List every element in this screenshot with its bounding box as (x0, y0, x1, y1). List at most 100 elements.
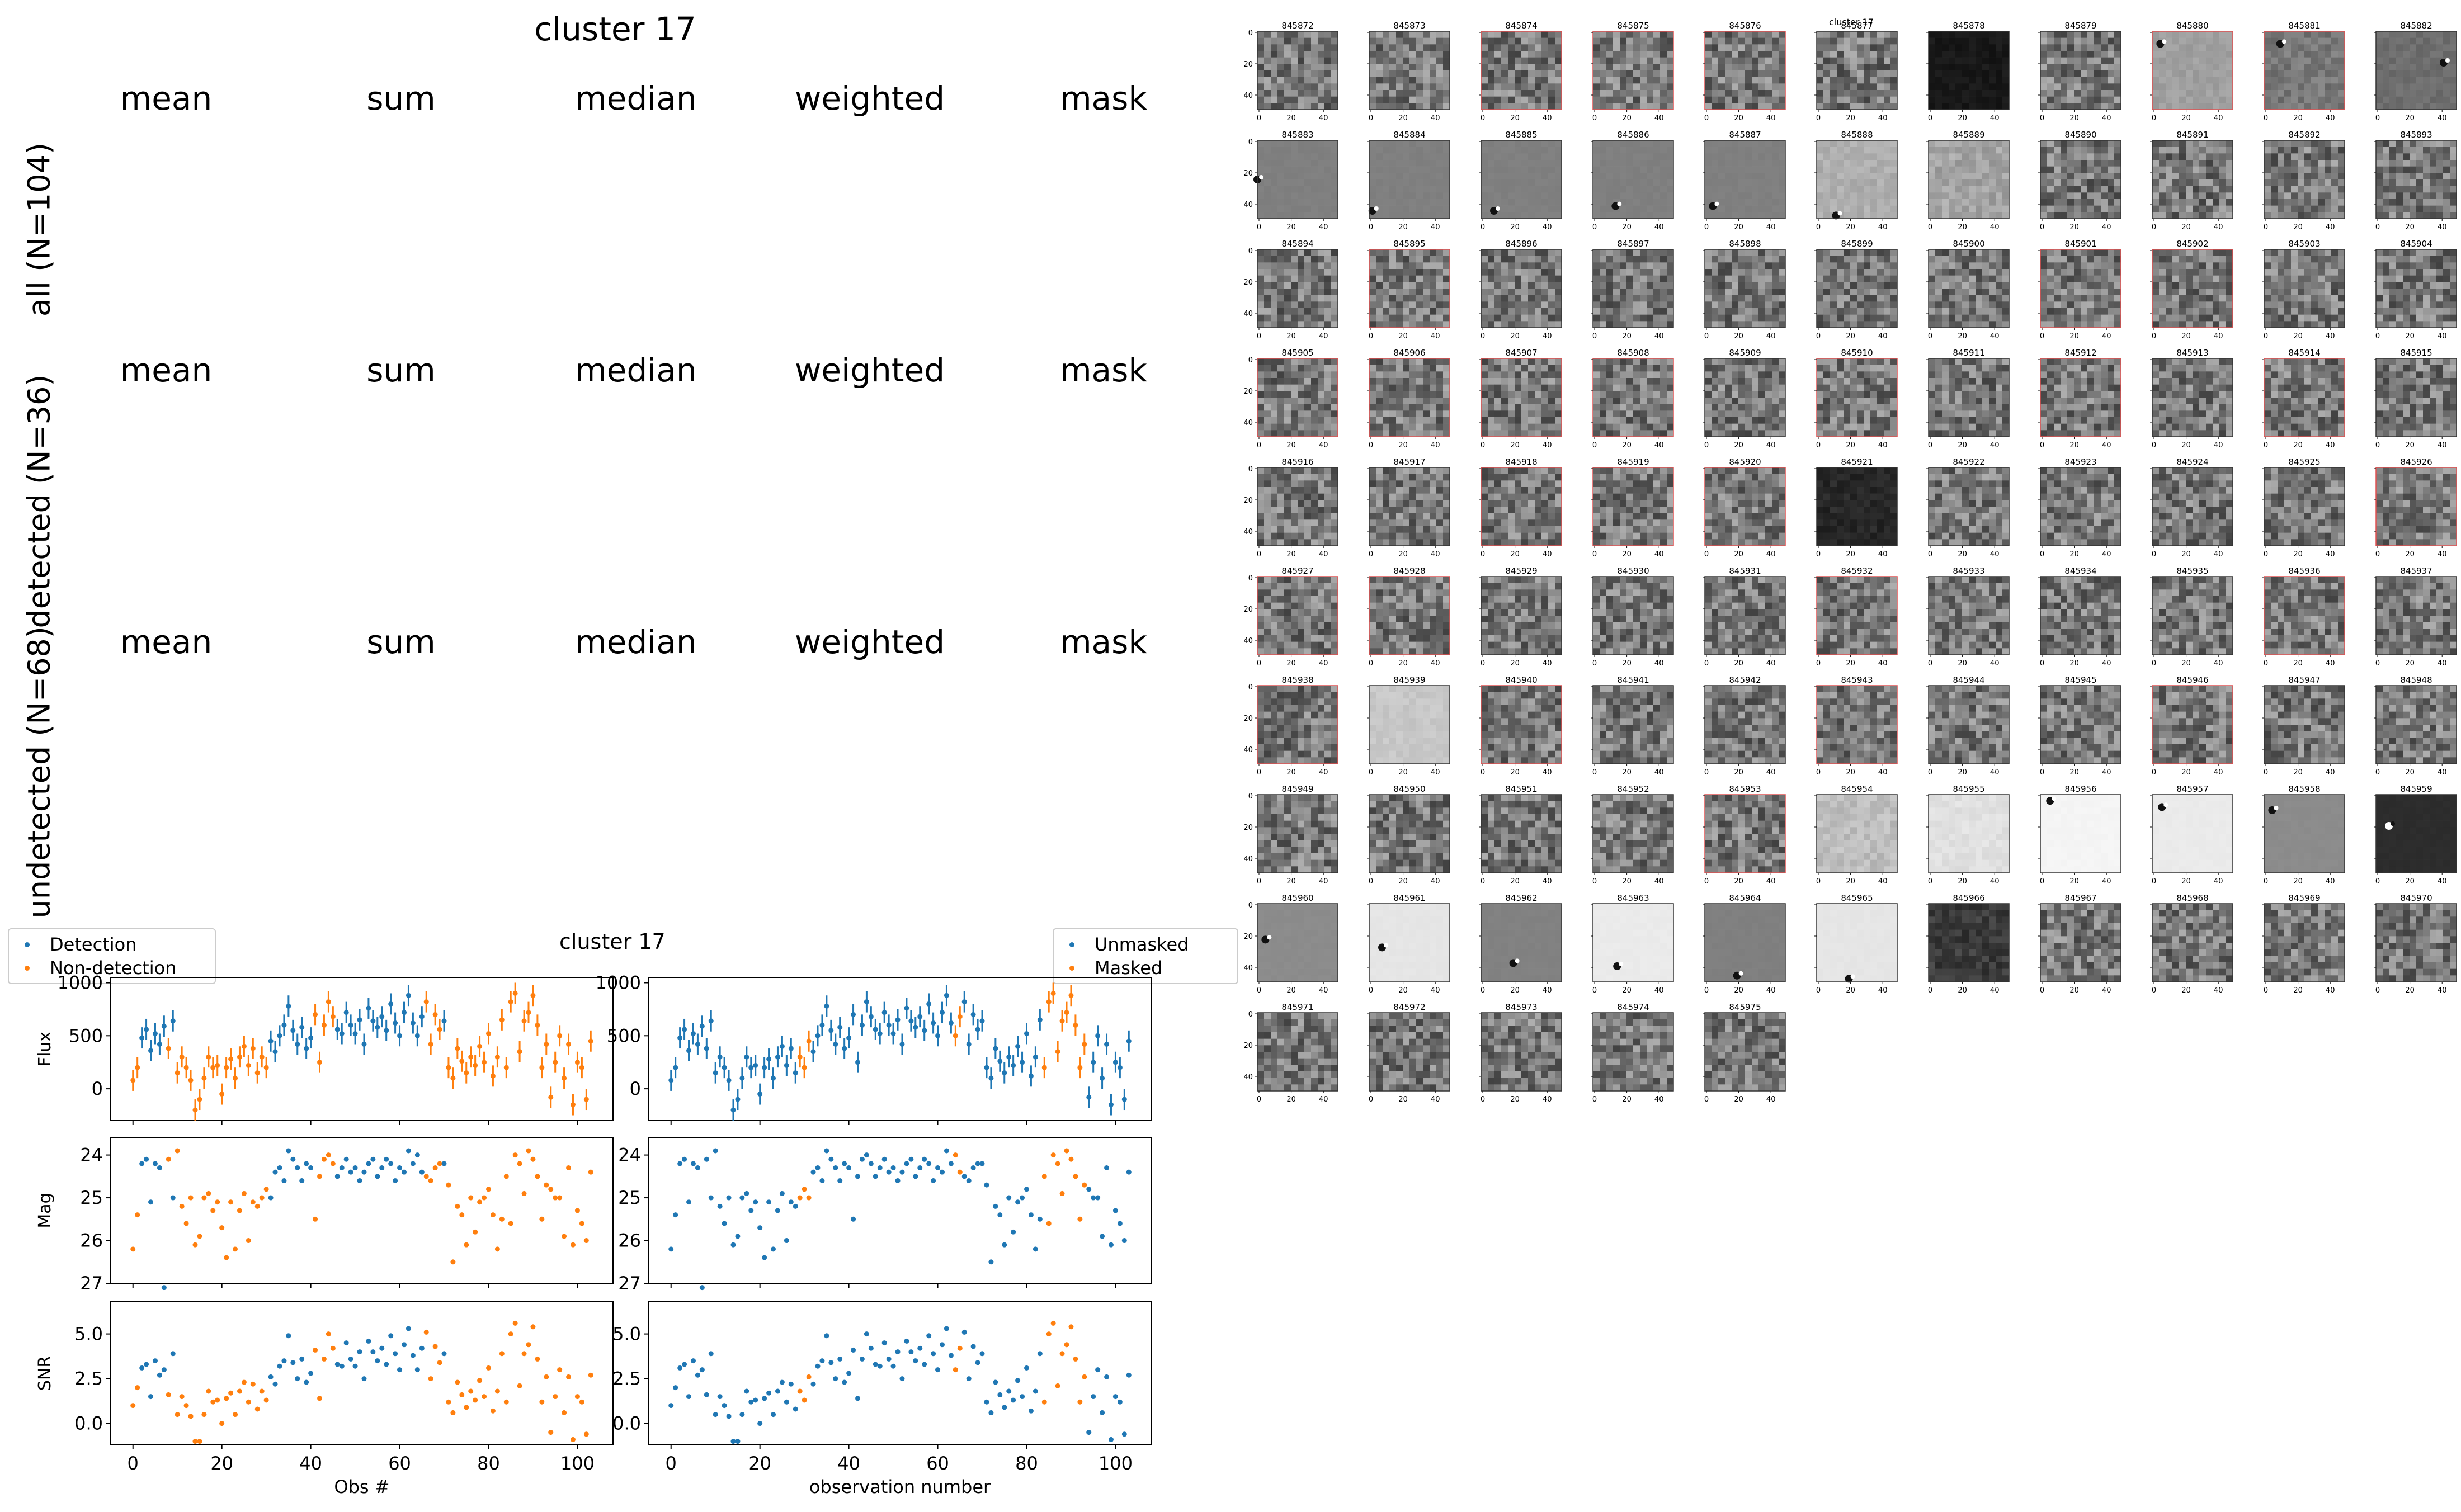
cutout-id-label: 845958 (2288, 784, 2320, 794)
cutout-id-label: 845877 (1841, 21, 1873, 31)
cutout-845918: 845918 0 20 40 (1479, 457, 1562, 559)
data-point (819, 1022, 825, 1028)
data-point (668, 1246, 674, 1252)
data-point (788, 1199, 794, 1205)
cutout-845916: 845916 0 20 40 0 20 40 (1243, 457, 1338, 559)
data-point (233, 1412, 238, 1418)
data-point (384, 1156, 389, 1162)
data-point (1117, 1065, 1123, 1070)
row-label-0: all (N=104) (21, 142, 57, 317)
data-point (148, 1199, 154, 1205)
cutout-frame (1369, 249, 1450, 328)
data-point (873, 1027, 878, 1032)
cutout-id-label: 845929 (1505, 566, 1537, 576)
cutout-id-label: 845896 (1505, 239, 1537, 249)
cutout-845968: 845968 0 20 40 (2150, 893, 2233, 995)
data-point (979, 1351, 985, 1357)
data-point (485, 1031, 491, 1037)
data-point (166, 1392, 171, 1397)
cutout-x-tick: 40 (1990, 986, 2000, 995)
cutout-frame (2375, 467, 2457, 546)
cutout-x-tick: 20 (1398, 768, 1408, 777)
cutout-x-tick: 20 (2405, 768, 2415, 777)
cutout-x-tick: 0 (1369, 550, 1373, 559)
data-point (1082, 1374, 1087, 1379)
cutout-frame (1816, 903, 1898, 982)
cutout-x-tick: 40 (2214, 768, 2223, 777)
cutout-x-tick: 0 (2040, 768, 2044, 777)
data-point (886, 1169, 892, 1175)
cutout-x-tick: 20 (1734, 659, 1743, 668)
data-point (370, 1349, 376, 1355)
cutout-x-tick: 40 (2326, 332, 2335, 341)
cutout-x-tick: 40 (1431, 877, 1440, 886)
cutout-x-tick: 40 (1878, 441, 1888, 450)
data-point (686, 1394, 692, 1400)
cutout-id-label: 845957 (2176, 784, 2208, 794)
cutout-x-tick: 20 (1958, 659, 1967, 668)
data-point (175, 1070, 180, 1076)
data-point (490, 1073, 496, 1079)
cutout-x-tick: 0 (1481, 114, 1485, 122)
cutout-frame (2264, 140, 2345, 219)
data-point (366, 1005, 371, 1011)
cutout-y-tick: 0 (1248, 792, 1253, 801)
cutout-frame (1257, 1012, 1338, 1092)
data-point (410, 1353, 416, 1358)
data-point (1046, 1221, 1052, 1226)
x-tick-label: 40 (299, 1453, 322, 1474)
data-point (343, 1340, 349, 1346)
cutout-id-label: 845905 (1281, 348, 1313, 358)
cutout-id-label: 845879 (2064, 21, 2096, 31)
cutout-frame (1369, 576, 1450, 655)
data-point (566, 1165, 572, 1171)
data-point (730, 1439, 736, 1444)
cutout-x-tick: 20 (2181, 986, 2191, 995)
cutout-x-tick: 0 (1704, 441, 1709, 450)
cutout-x-tick: 20 (2293, 659, 2303, 668)
lc-axes-1-0: 0 500 1000 (596, 972, 1152, 1125)
data-point (254, 1406, 260, 1412)
data-point (188, 1078, 194, 1083)
data-point (432, 1165, 438, 1171)
cutout-x-tick: 20 (1286, 441, 1296, 450)
cutout-id-label: 845975 (1729, 1002, 1761, 1012)
data-point (375, 1174, 380, 1179)
cutout-x-tick: 0 (2152, 332, 2156, 341)
data-point (450, 1259, 456, 1265)
cutout-x-tick: 20 (2181, 877, 2191, 886)
data-point (1095, 1195, 1101, 1201)
cutout-845872: 845872 0 20 40 0 20 40 (1243, 21, 1338, 122)
data-point (1117, 1399, 1123, 1405)
cutout-frame (1928, 31, 2010, 110)
cutout-frame (2375, 358, 2457, 437)
panel-title-median: median (575, 623, 697, 661)
cutout-x-tick: 40 (2214, 441, 2223, 450)
cutout-x-tick: 0 (1816, 768, 1821, 777)
cutout-x-tick: 20 (1622, 768, 1632, 777)
cutout-x-tick: 20 (2293, 986, 2303, 995)
data-point (722, 1221, 727, 1226)
cutout-x-tick: 0 (1369, 114, 1373, 122)
cutout-x-tick: 20 (1286, 986, 1296, 995)
data-point (922, 1028, 927, 1033)
legend-masked: Unmasked Masked (1053, 928, 1238, 984)
cutout-frame (1481, 576, 1562, 655)
data-point (259, 1388, 265, 1394)
data-point (334, 1027, 340, 1032)
cutout-frame (1481, 794, 1562, 873)
cutout-845939: 845939 0 20 40 (1367, 675, 1450, 777)
data-point (824, 1148, 829, 1154)
cutout-id-label: 845910 (1841, 348, 1873, 358)
data-point (295, 1041, 300, 1047)
cutout-id-label: 845967 (2064, 893, 2096, 903)
data-point (1073, 1022, 1078, 1028)
cutout-id-label: 845875 (1617, 21, 1649, 31)
cutout-id-label: 845940 (1505, 675, 1537, 685)
cutout-x-tick: 0 (1481, 768, 1485, 777)
cutout-x-tick: 40 (2102, 114, 2111, 122)
cutout-x-tick: 20 (1286, 768, 1296, 777)
cutout-x-tick: 20 (2293, 332, 2303, 341)
data-point (815, 1363, 821, 1369)
cutout-x-tick: 0 (1481, 441, 1485, 450)
